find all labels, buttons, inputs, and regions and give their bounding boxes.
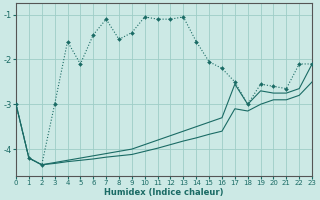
X-axis label: Humidex (Indice chaleur): Humidex (Indice chaleur) <box>104 188 224 197</box>
